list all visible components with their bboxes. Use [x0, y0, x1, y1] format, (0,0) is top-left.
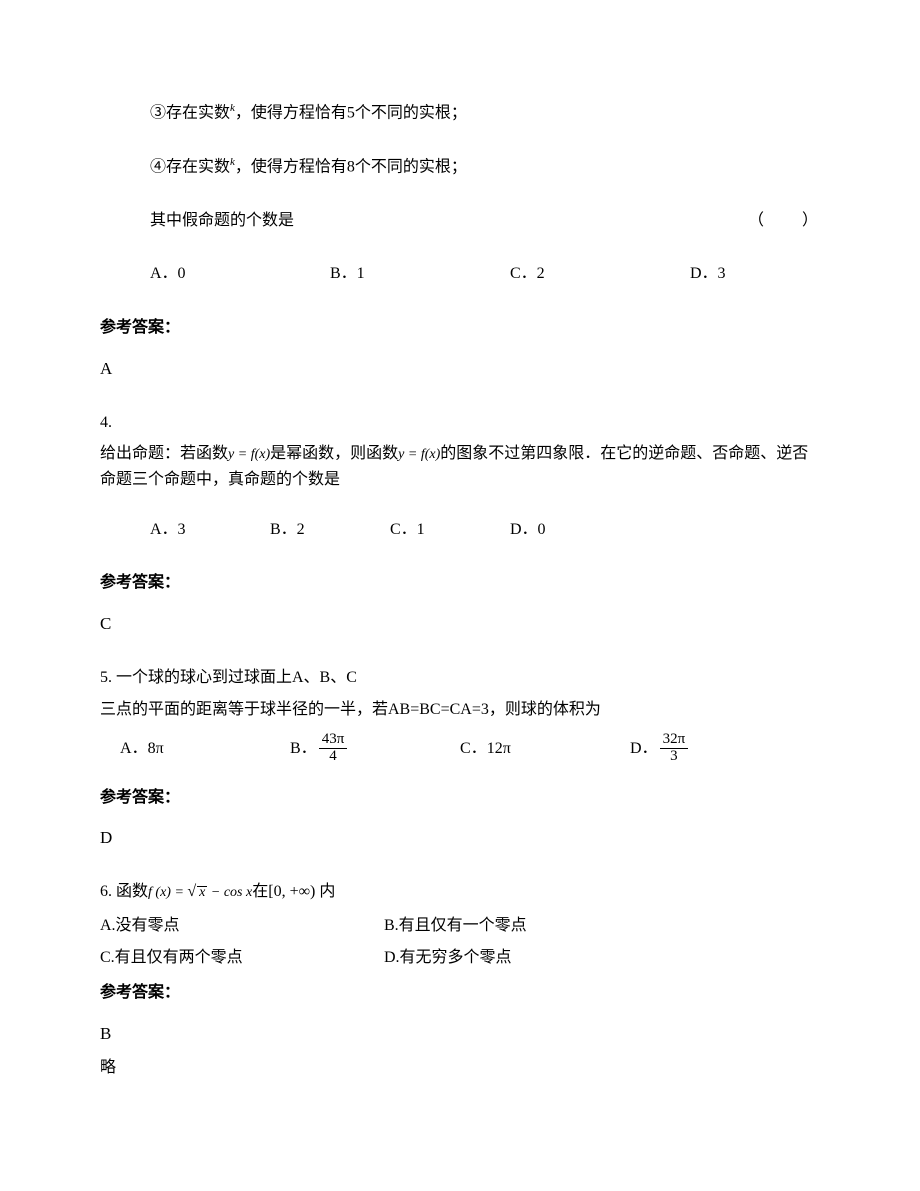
interval: [0, +∞) [268, 883, 315, 900]
q3-paren: （ ） [748, 208, 820, 234]
lhs: y = [228, 447, 251, 462]
q6-brief: 略 [100, 1055, 820, 1081]
num: 5. [100, 669, 116, 686]
math-fx: f (x) = x − cos x [148, 883, 252, 900]
text: 函数 [116, 883, 148, 900]
option-a: A.没有零点 [100, 913, 380, 939]
text: 在 [252, 883, 268, 900]
q4-options: A．3 B．2 C．1 D．0 [100, 517, 820, 543]
q4-answer: C [100, 610, 820, 637]
label: B． [290, 736, 317, 762]
sqrt-icon [187, 883, 196, 900]
fx-lhs: f (x) = [148, 885, 187, 900]
option-c: C．12π [460, 732, 630, 765]
rhs: f(x) [421, 447, 440, 462]
question-3-block: ③存在实数k，使得方程恰有5个不同的实根； ④存在实数k，使得方程恰有8个不同的… [100, 100, 820, 382]
option-b: B.有且仅有一个零点 [384, 917, 527, 934]
denominator: 3 [667, 749, 681, 765]
q5-stem-l2: 三点的平面的距离等于球半径的一半，若AB=BC=CA=3，则球的体积为 [100, 697, 820, 723]
text: ④存在实数 [150, 158, 230, 175]
option-c: C．1 [390, 517, 510, 543]
label: D． [630, 736, 658, 762]
q4-stem: 给出命题：若函数y = f(x)是幂函数，则函数y = f(x)的图象不过第四象… [100, 441, 820, 492]
q5-answer: D [100, 824, 820, 851]
label: A． [120, 736, 148, 762]
option-a: A．0 [150, 261, 330, 287]
option-d: D.有无穷多个零点 [384, 949, 512, 966]
option-c: C．2 [510, 261, 690, 287]
math-yfx: y = f(x) [228, 447, 270, 462]
label: C． [460, 736, 487, 762]
rhs: f(x) [251, 447, 270, 462]
numerator: 32π [660, 732, 689, 749]
text: ，使得方程恰有8个不同的实根； [235, 158, 467, 175]
option-d: D．0 [510, 517, 630, 543]
q6-answer: B [100, 1020, 820, 1047]
text: 内 [315, 883, 335, 900]
option-d: D．3 [690, 261, 870, 287]
q3-ask: 其中假命题的个数是 [150, 208, 294, 234]
text: ，使得方程恰有5个不同的实根； [235, 104, 467, 121]
option-c: C.有且仅有两个零点 [100, 945, 380, 971]
q6-opts-row1: A.没有零点 B.有且仅有一个零点 [100, 913, 820, 939]
q5-options: A．8π B． 43π 4 C．12π D． 32π 3 [100, 732, 820, 765]
option-d: D． 32π 3 [630, 732, 800, 765]
text: 给出命题：若函数 [100, 445, 228, 462]
text: ③存在实数 [150, 104, 230, 121]
question-6-block: 6. 函数f (x) = x − cos x在[0, +∞) 内 A.没有零点 … [100, 879, 820, 1080]
denominator: 4 [326, 749, 340, 765]
q4-num: 4. [100, 410, 820, 436]
val: 12π [487, 736, 511, 762]
option-b: B．2 [270, 517, 390, 543]
q5-stem-l1: 5. 一个球的球心到过球面上A、B、C [100, 665, 820, 691]
fraction: 43π 4 [319, 732, 348, 765]
math-yfx2: y = f(x) [398, 447, 440, 462]
option-a: A．3 [150, 517, 270, 543]
lhs: y = [398, 447, 421, 462]
text: 一个球的球心到过球面上A、B、C [116, 669, 357, 686]
text: 是幂函数，则函数 [270, 445, 398, 462]
q3-ask-row: 其中假命题的个数是 （ ） [100, 208, 820, 234]
q3-options: A．0 B．1 C．2 D．3 [100, 261, 820, 287]
q5-answer-label: 参考答案： [100, 785, 820, 811]
minus-cos: − cos x [207, 885, 252, 900]
option-a: A．8π [120, 732, 290, 765]
val: 8π [148, 736, 164, 762]
option-b: B． 43π 4 [290, 732, 460, 765]
q6-opts-row2: C.有且仅有两个零点 D.有无穷多个零点 [100, 945, 820, 971]
question-4-block: 4. 给出命题：若函数y = f(x)是幂函数，则函数y = f(x)的图象不过… [100, 410, 820, 637]
q3-stmt4: ④存在实数k，使得方程恰有8个不同的实根； [100, 154, 820, 180]
sqrt-arg: x [197, 886, 207, 900]
question-5-block: 5. 一个球的球心到过球面上A、B、C 三点的平面的距离等于球半径的一半，若AB… [100, 665, 820, 851]
q6-stem: 6. 函数f (x) = x − cos x在[0, +∞) 内 [100, 879, 820, 905]
q3-answer: A [100, 355, 820, 382]
q3-stmt3: ③存在实数k，使得方程恰有5个不同的实根； [100, 100, 820, 126]
numerator: 43π [319, 732, 348, 749]
q6-answer-label: 参考答案： [100, 980, 820, 1006]
num: 6. [100, 883, 116, 900]
num: 4. [100, 414, 112, 431]
option-b: B．1 [330, 261, 510, 287]
q4-answer-label: 参考答案： [100, 570, 820, 596]
q3-answer-label: 参考答案： [100, 315, 820, 341]
fraction: 32π 3 [660, 732, 689, 765]
